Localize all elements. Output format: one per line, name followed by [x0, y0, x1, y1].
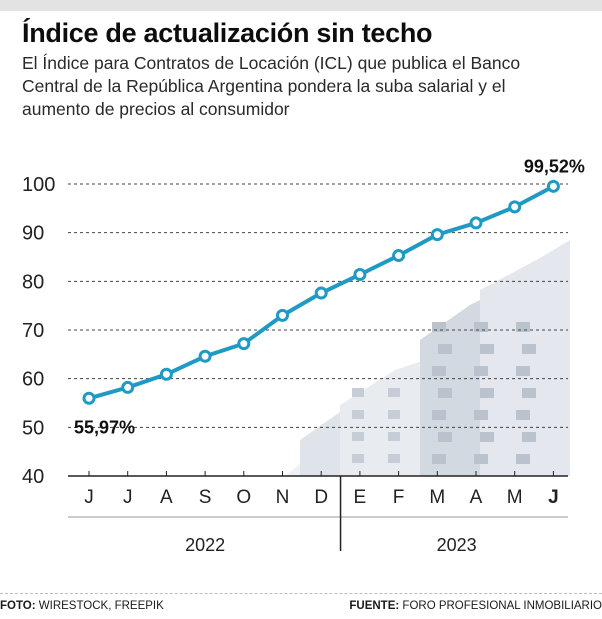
top-rule	[0, 0, 602, 11]
building-window	[516, 410, 530, 420]
y-tick-label: 90	[22, 223, 44, 245]
building-window	[474, 322, 488, 332]
building-window	[438, 432, 452, 442]
photo-credit-text: WIRESTOCK, FREEPIK	[38, 600, 164, 612]
x-axis: J J A S O N D E F M A M J 2022 2023	[68, 471, 568, 555]
building-window	[432, 322, 446, 332]
data-point	[82, 391, 96, 405]
building-window	[474, 410, 488, 420]
buildings-illustration	[285, 240, 570, 476]
x-tick-label: A	[160, 487, 173, 508]
y-tick-label: 50	[22, 417, 44, 439]
y-tick-label: 70	[22, 320, 44, 342]
chart-title: Índice de actualización sin techo	[22, 18, 433, 48]
y-tick-label: 60	[22, 369, 44, 391]
building-window	[516, 366, 530, 376]
building-window	[438, 344, 452, 354]
data-point	[121, 380, 135, 394]
building-window	[480, 432, 494, 442]
x-tick-label: J	[123, 487, 133, 508]
building-window	[438, 388, 452, 398]
year-label-2022: 2022	[185, 535, 225, 555]
x-tick-label: N	[276, 487, 290, 508]
building-window	[480, 388, 494, 398]
x-tick-label: J	[84, 487, 94, 508]
line-chart: 40 50 60 70 80 90 100 J J A S O N D E F M A M J 2022 2023 55…	[22, 156, 585, 555]
building-shape-4	[480, 240, 570, 476]
data-labels: 55,97% 99,52%	[74, 156, 585, 437]
x-tick-label: M	[429, 487, 445, 508]
building-window	[388, 410, 400, 419]
building-window	[522, 388, 536, 398]
data-point	[237, 337, 251, 351]
building-window	[432, 410, 446, 420]
footer-divider	[0, 593, 602, 594]
building-window	[388, 388, 400, 397]
building-window	[432, 366, 446, 376]
data-point	[392, 249, 406, 263]
y-tick-label: 100	[22, 174, 55, 196]
building-window	[388, 432, 400, 441]
data-point	[353, 268, 367, 282]
building-window	[516, 322, 530, 332]
data-point	[276, 308, 289, 322]
building-window	[352, 432, 364, 441]
x-tick-label: O	[236, 487, 251, 508]
building-window	[516, 454, 530, 464]
building-window	[352, 454, 364, 463]
y-tick-label: 40	[22, 466, 44, 488]
building-window	[522, 432, 536, 442]
data-point	[159, 367, 173, 381]
data-point	[508, 200, 522, 214]
data-label-first: 55,97%	[74, 417, 135, 437]
x-tick-label: J	[548, 487, 559, 508]
x-tick-label: F	[393, 487, 405, 508]
x-tick-label: A	[470, 487, 483, 508]
x-tick-label: E	[354, 487, 367, 508]
data-point	[198, 349, 212, 363]
building-window	[352, 388, 364, 397]
year-label-2023: 2023	[437, 535, 477, 555]
building-window	[474, 366, 488, 376]
data-point	[314, 286, 328, 300]
x-tick-label: S	[199, 487, 212, 508]
y-axis-ticks: 40 50 60 70 80 90 100	[22, 174, 55, 488]
photo-credit-label: FOTO:	[0, 600, 36, 612]
data-point	[546, 179, 560, 193]
chart-subtitle: El Índice para Contratos de Locación (IC…	[22, 53, 521, 119]
gridlines	[68, 183, 568, 428]
y-tick-label: 80	[22, 271, 44, 293]
source-credit: FUENTE: FORO PROFESIONAL INMOBILIARIO	[349, 600, 602, 612]
data-label-last: 99,52%	[524, 156, 585, 176]
building-window	[522, 344, 536, 354]
building-window	[352, 410, 364, 419]
photo-credit: FOTO: WIRESTOCK, FREEPIK	[0, 600, 164, 612]
x-tick-label: M	[507, 487, 523, 508]
source-label: FUENTE:	[349, 600, 400, 612]
x-tick-label: D	[314, 487, 328, 508]
source-text: FORO PROFESIONAL INMOBILIARIO	[402, 600, 602, 612]
building-window	[474, 454, 488, 464]
building-window	[480, 344, 494, 354]
series-line	[82, 179, 560, 405]
building-window	[432, 454, 446, 464]
building-window	[388, 454, 400, 463]
data-point	[469, 216, 483, 230]
data-point	[430, 228, 444, 242]
